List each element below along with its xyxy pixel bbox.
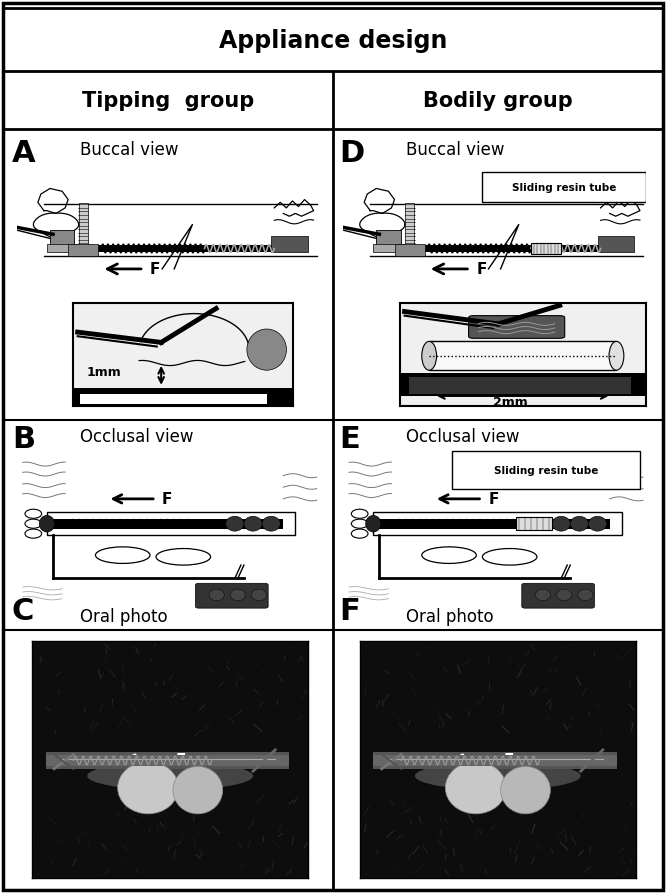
Bar — [46, 753, 289, 769]
Ellipse shape — [557, 589, 572, 601]
Text: C: C — [12, 597, 35, 626]
Text: F: F — [176, 752, 186, 767]
Bar — [429, 342, 617, 371]
Text: Tipping  group: Tipping group — [82, 90, 254, 111]
FancyBboxPatch shape — [469, 316, 565, 339]
Text: A: A — [12, 139, 35, 167]
Bar — [68, 245, 99, 257]
Text: Buccal view: Buccal view — [406, 141, 505, 159]
Text: Oral photo: Oral photo — [406, 608, 494, 626]
Ellipse shape — [501, 766, 550, 814]
Ellipse shape — [262, 517, 280, 532]
Ellipse shape — [244, 517, 262, 532]
Ellipse shape — [226, 517, 244, 532]
Bar — [80, 394, 266, 405]
Ellipse shape — [446, 762, 506, 814]
Bar — [71, 245, 298, 253]
Ellipse shape — [173, 766, 222, 814]
FancyBboxPatch shape — [521, 584, 595, 609]
Text: F: F — [162, 492, 172, 507]
Text: Sliding resin tube: Sliding resin tube — [494, 466, 598, 476]
Ellipse shape — [118, 762, 178, 814]
Text: Buccal view: Buccal view — [80, 141, 178, 159]
Ellipse shape — [252, 589, 266, 601]
Text: 1mm: 1mm — [87, 366, 121, 378]
Bar — [50, 231, 74, 248]
Bar — [400, 374, 646, 396]
Bar — [597, 236, 634, 253]
Text: Bodily group: Bodily group — [423, 90, 573, 111]
Bar — [73, 388, 293, 407]
Bar — [394, 245, 425, 257]
Bar — [410, 378, 631, 394]
Text: F: F — [503, 752, 513, 767]
Ellipse shape — [609, 342, 624, 371]
FancyBboxPatch shape — [195, 584, 268, 609]
Bar — [373, 519, 609, 529]
Ellipse shape — [535, 589, 551, 601]
Text: Occlusal view: Occlusal view — [80, 427, 193, 445]
Bar — [515, 518, 552, 531]
Ellipse shape — [570, 517, 589, 532]
Text: D: D — [340, 139, 365, 167]
Text: Appliance design: Appliance design — [219, 30, 447, 53]
FancyBboxPatch shape — [452, 451, 640, 489]
Bar — [374, 753, 617, 769]
Bar — [373, 245, 404, 253]
Text: Sliding resin tube: Sliding resin tube — [512, 183, 617, 193]
Ellipse shape — [422, 342, 437, 371]
Bar — [47, 519, 283, 529]
Ellipse shape — [578, 589, 593, 601]
Ellipse shape — [87, 762, 253, 790]
Ellipse shape — [552, 517, 570, 532]
Bar — [46, 755, 289, 766]
Text: F: F — [476, 262, 487, 277]
Text: F: F — [150, 262, 161, 277]
Text: Oral photo: Oral photo — [80, 608, 168, 626]
Ellipse shape — [589, 517, 607, 532]
Text: Occlusal view: Occlusal view — [406, 427, 519, 445]
Text: F: F — [488, 492, 499, 507]
Bar — [271, 236, 308, 253]
Bar — [373, 512, 622, 536]
Ellipse shape — [209, 589, 224, 601]
Bar — [47, 512, 296, 536]
Text: E: E — [340, 425, 360, 453]
Ellipse shape — [247, 330, 286, 371]
Bar — [406, 204, 414, 245]
Bar — [398, 245, 625, 253]
Text: 2mm: 2mm — [494, 395, 528, 409]
Bar — [531, 244, 561, 255]
Ellipse shape — [366, 516, 381, 532]
Ellipse shape — [415, 762, 581, 790]
Text: F: F — [340, 597, 360, 626]
Ellipse shape — [230, 589, 246, 601]
Text: B: B — [12, 425, 35, 453]
Bar — [79, 204, 87, 245]
FancyBboxPatch shape — [482, 173, 646, 203]
Ellipse shape — [39, 516, 55, 532]
Bar — [374, 755, 617, 766]
Bar — [376, 231, 400, 248]
Bar — [47, 245, 77, 253]
